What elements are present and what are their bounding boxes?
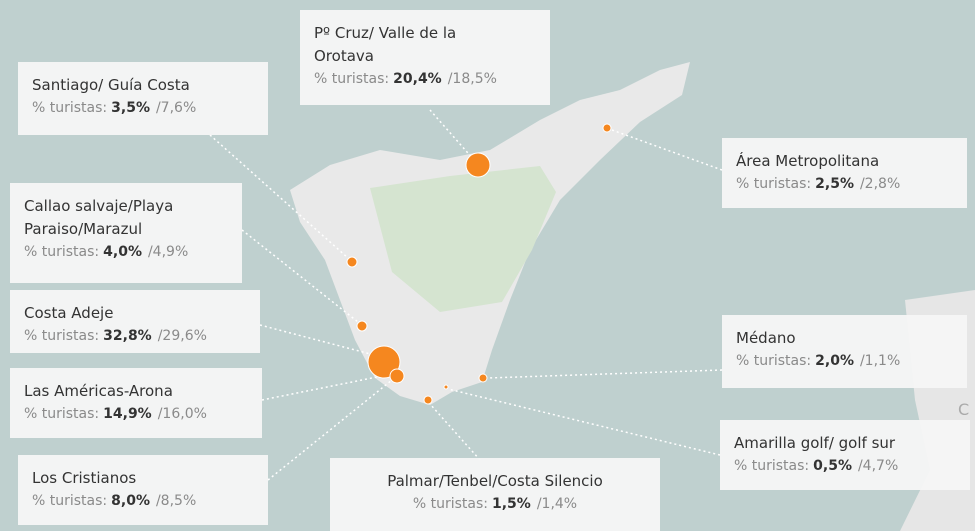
metric-label: % turistas: (32, 100, 108, 116)
tooltip-card: Santiago/ Guía Costa % turistas: 3,5% /7,6% (18, 62, 268, 135)
compare-value: /8,5% (155, 493, 197, 509)
metric-value: 0,5% (813, 458, 852, 474)
compare-value: /1,4% (536, 496, 578, 512)
place-name: Médano (736, 329, 796, 347)
metric-line: % turistas: 32,8% /29,6% (24, 328, 246, 344)
compare-value: /4,9% (147, 244, 189, 260)
metric-label: % turistas: (32, 493, 108, 509)
compare-value: /16,0% (157, 406, 207, 422)
tooltip-card: Los Cristianos % turistas: 8,0% /8,5% (18, 455, 268, 525)
bubble (465, 152, 491, 178)
compare-value: /2,8% (859, 176, 901, 192)
metric-value: 4,0% (103, 244, 142, 260)
place-name: Costa Adeje (24, 304, 114, 322)
place-name: Las Américas-Arona (24, 382, 173, 400)
metric-line: % turistas: 20,4% /18,5% (314, 71, 536, 87)
metric-label: % turistas: (736, 353, 812, 369)
place-name: Pº Cruz/ Valle de la Orotava (314, 24, 457, 65)
bubble (389, 368, 405, 384)
compare-value: /4,7% (857, 458, 899, 474)
metric-line: % turistas: 3,5% /7,6% (32, 100, 254, 116)
compare-value: /18,5% (447, 71, 497, 87)
metric-line: % turistas: 2,0% /1,1% (736, 353, 953, 369)
tooltip-card: Callao salvaje/Playa Paraiso/Marazul % tu… (10, 183, 242, 283)
bubble (478, 373, 488, 383)
metric-label: % turistas: (24, 328, 100, 344)
bubbles (346, 123, 612, 405)
metric-line: % turistas: 0,5% /4,7% (734, 458, 956, 474)
metric-value: 1,5% (492, 496, 531, 512)
metric-line: % turistas: 2,5% /2,8% (736, 176, 953, 192)
place-name: Palmar/Tenbel/Costa Silencio (387, 472, 603, 490)
place-name: Área Metropolitana (736, 152, 880, 170)
metric-value: 20,4% (393, 71, 442, 87)
tooltip-card: Médano % turistas: 2,0% /1,1% (722, 315, 967, 388)
bubble (356, 320, 368, 332)
map-letter: C (958, 400, 969, 419)
metric-label: % turistas: (736, 176, 812, 192)
tooltip-card: Pº Cruz/ Valle de la Orotava % turistas: 2… (300, 10, 550, 105)
tooltip-card: Costa Adeje % turistas: 32,8% /29,6% (10, 290, 260, 353)
metric-line: % turistas: 8,0% /8,5% (32, 493, 254, 509)
compare-value: /7,6% (155, 100, 197, 116)
bubble (602, 123, 612, 133)
bubble (346, 256, 358, 268)
compare-value: /1,1% (859, 353, 901, 369)
metric-label: % turistas: (734, 458, 810, 474)
tooltip-card: Amarilla golf/ golf sur % turistas: 0,5% /4… (720, 420, 970, 490)
metric-value: 2,5% (815, 176, 854, 192)
place-name: Santiago/ Guía Costa (32, 76, 190, 94)
place-name: Callao salvaje/Playa Paraiso/Marazul (24, 197, 174, 238)
place-name: Los Cristianos (32, 469, 137, 487)
metric-value: 2,0% (815, 353, 854, 369)
bubble (443, 384, 449, 390)
bubble (367, 345, 401, 379)
tooltip-card: Área Metropolitana % turistas: 2,5% /2,8% (722, 138, 967, 208)
metric-value: 3,5% (111, 100, 150, 116)
metric-line: % turistas: 4,0% /4,9% (24, 244, 228, 260)
bubble (423, 395, 433, 405)
metric-line: % turistas: 14,9% /16,0% (24, 406, 248, 422)
tooltip-card: Las Américas-Arona % turistas: 14,9% /16,0% (10, 368, 262, 438)
metric-value: 14,9% (103, 406, 152, 422)
place-name: Amarilla golf/ golf sur (734, 434, 896, 452)
tooltip-card: Palmar/Tenbel/Costa Silencio % turistas: 1… (330, 458, 660, 531)
metric-label: % turistas: (24, 244, 100, 260)
compare-value: /29,6% (157, 328, 207, 344)
metric-value: 32,8% (103, 328, 152, 344)
metric-value: 8,0% (111, 493, 150, 509)
leader-lines (209, 109, 723, 481)
metric-label: % turistas: (314, 71, 390, 87)
metric-line: % turistas: 1,5% /1,4% (344, 496, 646, 512)
national-park (370, 166, 556, 312)
metric-label: % turistas: (412, 496, 488, 512)
metric-label: % turistas: (24, 406, 100, 422)
